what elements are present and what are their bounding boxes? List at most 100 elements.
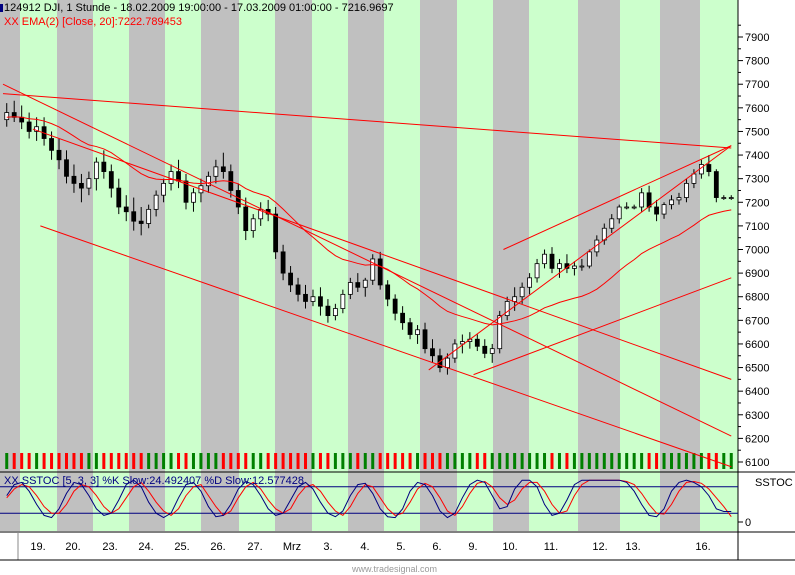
candle-up bbox=[497, 315, 503, 350]
candle-up bbox=[504, 301, 510, 317]
volume-bar bbox=[274, 453, 278, 469]
volume-bar bbox=[617, 453, 621, 469]
candle-up bbox=[586, 251, 592, 267]
stoch-tick-label: 0 bbox=[745, 517, 751, 529]
trendline bbox=[2, 83, 732, 437]
volume-bar bbox=[416, 453, 420, 469]
volume-bar bbox=[587, 453, 591, 469]
price-tick-label: 6100 bbox=[745, 457, 769, 469]
volume-bar bbox=[401, 453, 405, 469]
candle-down bbox=[482, 345, 488, 354]
x-tick-label: 4. bbox=[360, 541, 369, 553]
candle-down bbox=[71, 175, 77, 184]
volume-bar bbox=[692, 453, 696, 469]
volume-bar bbox=[199, 453, 203, 469]
volume-bar bbox=[356, 453, 360, 469]
volume-bar bbox=[580, 453, 584, 469]
candle-down bbox=[377, 258, 383, 286]
volume-bar bbox=[498, 453, 502, 469]
x-tick-label: 19. bbox=[30, 541, 45, 553]
candle-down bbox=[64, 159, 69, 177]
volume-bar bbox=[707, 453, 711, 469]
volume-bar bbox=[326, 453, 330, 469]
volume-bar bbox=[169, 453, 173, 469]
candle-down bbox=[407, 322, 413, 335]
volume-bar bbox=[386, 453, 390, 469]
x-tick-label: 3. bbox=[323, 541, 332, 553]
x-tick-label: 6. bbox=[432, 541, 441, 553]
stoch-k-line bbox=[6, 479, 732, 519]
volume-bar bbox=[670, 453, 674, 469]
day-band bbox=[660, 0, 700, 531]
volume-bar bbox=[259, 453, 263, 469]
volume-bar bbox=[640, 453, 644, 469]
candle-up bbox=[519, 286, 525, 298]
candle-up bbox=[631, 206, 637, 209]
volume-bar bbox=[244, 453, 248, 469]
price-tick-label: 6200 bbox=[745, 433, 769, 445]
candle-down bbox=[131, 211, 137, 222]
price-tick-label: 7700 bbox=[745, 79, 769, 91]
candle-down bbox=[318, 296, 323, 307]
volume-bar bbox=[318, 453, 322, 469]
price-tick-label: 7600 bbox=[745, 103, 769, 115]
candle-up bbox=[250, 218, 256, 232]
series-marker-icon bbox=[0, 4, 3, 12]
volume-bar bbox=[445, 453, 449, 469]
volume-bar bbox=[483, 453, 487, 469]
candle-up bbox=[639, 192, 645, 208]
price-tick-label: 7100 bbox=[745, 221, 769, 233]
volume-bar bbox=[438, 453, 442, 469]
volume-bar bbox=[453, 453, 457, 469]
candle-up bbox=[609, 218, 615, 229]
candle-down bbox=[49, 138, 54, 151]
trendline bbox=[32, 128, 732, 380]
candle-down bbox=[654, 206, 659, 215]
volume-bar bbox=[550, 453, 554, 469]
volume-bar bbox=[206, 453, 210, 469]
day-band bbox=[129, 0, 165, 531]
price-tick-label: 7300 bbox=[745, 174, 769, 186]
watermark: www.tradesignal.com bbox=[352, 564, 438, 574]
price-tick-label: 6800 bbox=[745, 292, 769, 304]
trendline bbox=[503, 145, 732, 250]
candle-up bbox=[691, 173, 697, 184]
candle-up bbox=[684, 182, 689, 198]
price-tick-label: 7500 bbox=[745, 126, 769, 138]
volume-bar bbox=[393, 453, 397, 469]
volume-bar bbox=[655, 453, 659, 469]
price-tick-label: 6300 bbox=[745, 410, 769, 422]
candle-down bbox=[355, 282, 361, 288]
candle-down bbox=[385, 284, 391, 300]
volume-bar bbox=[109, 453, 113, 469]
candle-down bbox=[26, 121, 32, 132]
volume-bar bbox=[289, 453, 293, 469]
candle-up bbox=[4, 112, 10, 121]
volume-bar bbox=[490, 453, 494, 469]
volume-bar bbox=[102, 453, 106, 469]
candle-up bbox=[557, 263, 562, 269]
day-band bbox=[201, 0, 239, 531]
candle-up bbox=[206, 175, 211, 187]
volume-bar bbox=[363, 453, 367, 469]
price-tick-label: 6900 bbox=[745, 268, 769, 280]
volume-bar bbox=[251, 453, 255, 469]
volume-bar bbox=[296, 453, 300, 469]
day-band bbox=[239, 0, 275, 531]
volume-bar bbox=[281, 453, 285, 469]
day-band bbox=[165, 0, 201, 531]
volume-bar bbox=[505, 453, 509, 469]
candle-up bbox=[527, 277, 532, 288]
volume-bar bbox=[602, 453, 606, 469]
day-band bbox=[275, 0, 312, 531]
candle-down bbox=[138, 220, 144, 224]
day-band bbox=[493, 0, 529, 531]
x-tick-label: 9. bbox=[468, 541, 477, 553]
price-tick-label: 7800 bbox=[745, 56, 769, 68]
volume-bar bbox=[528, 453, 532, 469]
candle-down bbox=[273, 213, 279, 253]
stoch-panel-name: SSTOC bbox=[755, 477, 793, 489]
volume-bar bbox=[20, 453, 24, 469]
volume-bar bbox=[333, 453, 337, 469]
candle-up bbox=[579, 265, 585, 268]
